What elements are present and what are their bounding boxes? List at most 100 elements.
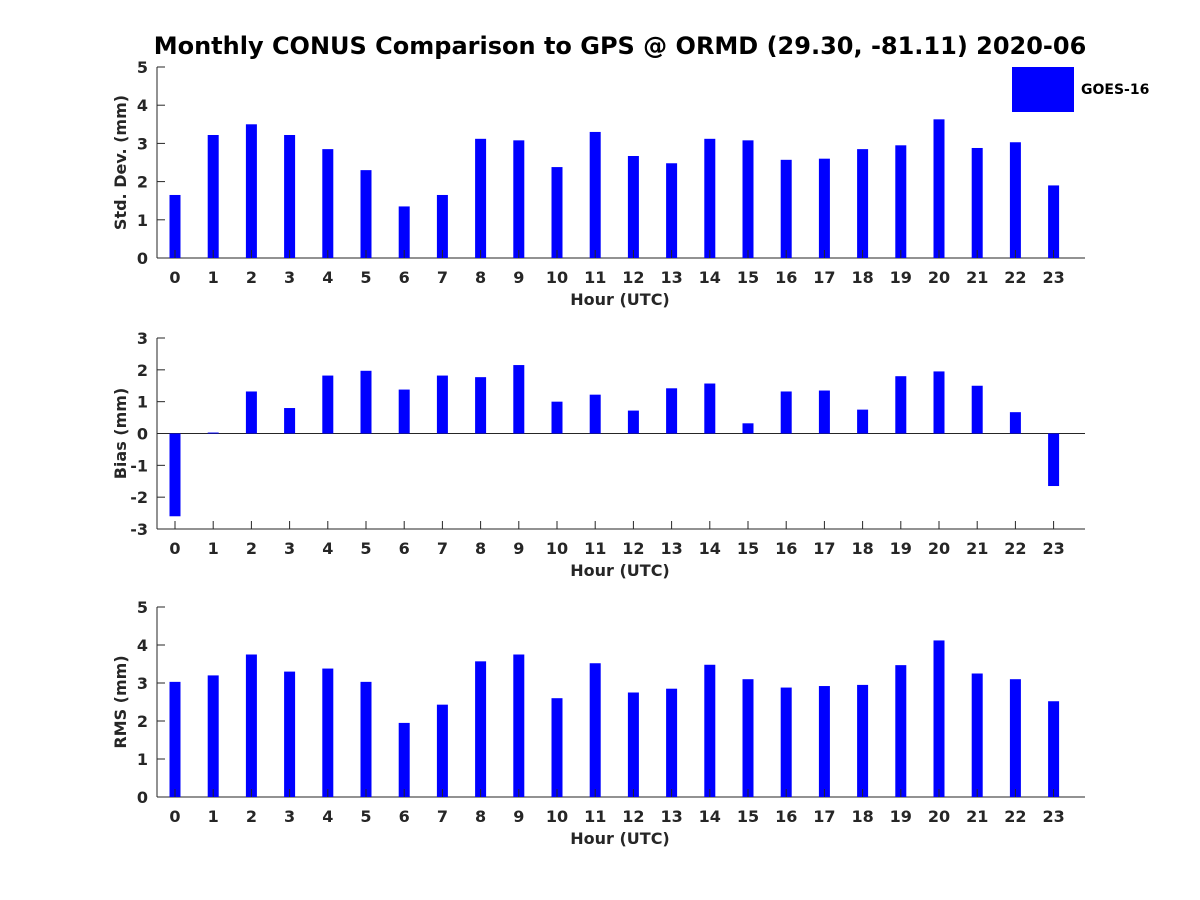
bias-xtick-label: 1 [208,539,219,558]
bias-xtick-label: 14 [699,539,721,558]
rms-ytick-label: 3 [137,674,148,693]
std-dev-xtick-label: 18 [851,268,873,287]
bias-xtick-label: 15 [737,539,759,558]
bias-xtick-label: 17 [813,539,835,558]
rms-ytick-label: 0 [137,788,148,807]
std-dev-xtick-label: 20 [928,268,950,287]
std-dev-bar [322,149,334,258]
bias-x-label: Hour (UTC) [570,561,670,580]
bias-bar [398,389,410,434]
bias-xtick-label: 22 [1004,539,1026,558]
bias-xtick-label: 2 [246,539,257,558]
rms-bar [780,687,792,797]
bias-y-label: Bias (mm) [111,388,130,480]
std-dev-y-label: Std. Dev. (mm) [111,95,130,230]
std-dev-xtick-label: 5 [360,268,371,287]
std-dev-bar [933,119,945,258]
rms-xtick-label: 0 [169,807,180,826]
std-dev-xtick-label: 0 [169,268,180,287]
bias-xtick-label: 8 [475,539,486,558]
std-dev-bar [284,134,296,258]
bias-xtick-label: 23 [1042,539,1064,558]
bias-ytick-label: -3 [130,520,148,539]
bias-bar [207,432,219,434]
std-dev-bar [207,134,219,258]
rms-xtick-label: 17 [813,807,835,826]
rms-xtick-label: 15 [737,807,759,826]
rms-bar [704,664,716,797]
bias-bar [780,391,792,434]
bias-bar [436,375,448,434]
rms-xtick-label: 19 [890,807,912,826]
std-dev-x-label: Hour (UTC) [570,290,670,309]
bias-xtick-label: 11 [584,539,606,558]
rms-bar [360,681,372,797]
bias-bar [513,365,525,434]
std-dev-ytick-label: 0 [137,249,148,268]
bias-ytick-label: 3 [137,329,148,348]
bias-xtick-label: 12 [622,539,644,558]
std-dev-xtick-label: 10 [546,268,568,287]
bias-bar [742,423,754,434]
rms-xtick-label: 3 [284,807,295,826]
bias-bar [589,394,601,434]
std-dev-xtick-label: 9 [513,268,524,287]
rms-x-label: Hour (UTC) [570,829,670,848]
bias-bar [627,410,639,434]
std-dev-bar [1048,185,1060,258]
rms-xtick-label: 9 [513,807,524,826]
bias-xtick-label: 20 [928,539,950,558]
bias-bar [322,375,334,434]
rms-bar [971,673,983,797]
bias-bar [360,370,372,434]
bias-bar [857,409,869,434]
rms-bar [475,661,487,797]
rms-bar [933,640,945,797]
rms-xtick-label: 6 [399,807,410,826]
rms-bar [742,679,754,797]
bias-bar [704,383,716,434]
std-dev-bar [742,140,754,258]
std-dev-bar [857,149,869,258]
rms-xtick-label: 23 [1042,807,1064,826]
bias-xtick-label: 18 [851,539,873,558]
std-dev-xtick-label: 7 [437,268,448,287]
bias-ytick-label: -1 [130,456,148,475]
rms-xtick-label: 10 [546,807,568,826]
std-dev-bar [780,159,792,258]
bias-ytick-label: 1 [137,393,148,412]
rms-bar [169,681,181,797]
rms-ytick-label: 2 [137,712,148,731]
std-dev-xtick-label: 2 [246,268,257,287]
std-dev-bar [971,147,983,258]
rms-bar [1048,701,1060,797]
legend-label: GOES-16 [1081,82,1149,98]
std-dev-ytick-label: 1 [137,211,148,230]
rms-xtick-label: 20 [928,807,950,826]
bias-xtick-label: 13 [660,539,682,558]
bias-bar [475,377,487,434]
std-dev-xtick-label: 23 [1042,268,1064,287]
rms-bar [857,684,869,797]
rms-bar [627,692,639,797]
std-dev-ytick-label: 5 [137,58,148,77]
rms-bar [322,668,334,797]
rms-y-label: RMS (mm) [111,655,130,748]
std-dev-bar [1009,142,1021,258]
bias-xtick-label: 6 [399,539,410,558]
rms-xtick-label: 13 [660,807,682,826]
rms-bar [666,688,678,797]
std-dev-bar [704,138,716,258]
rms-xtick-label: 21 [966,807,988,826]
bias-xtick-label: 9 [513,539,524,558]
rms-bar [398,722,410,797]
rms-ytick-label: 5 [137,598,148,617]
std-dev-bar [818,158,830,258]
std-dev-bar [551,167,563,258]
rms-xtick-label: 22 [1004,807,1026,826]
bias-xtick-label: 7 [437,539,448,558]
rms-bar [245,654,257,797]
std-dev-xtick-label: 15 [737,268,759,287]
